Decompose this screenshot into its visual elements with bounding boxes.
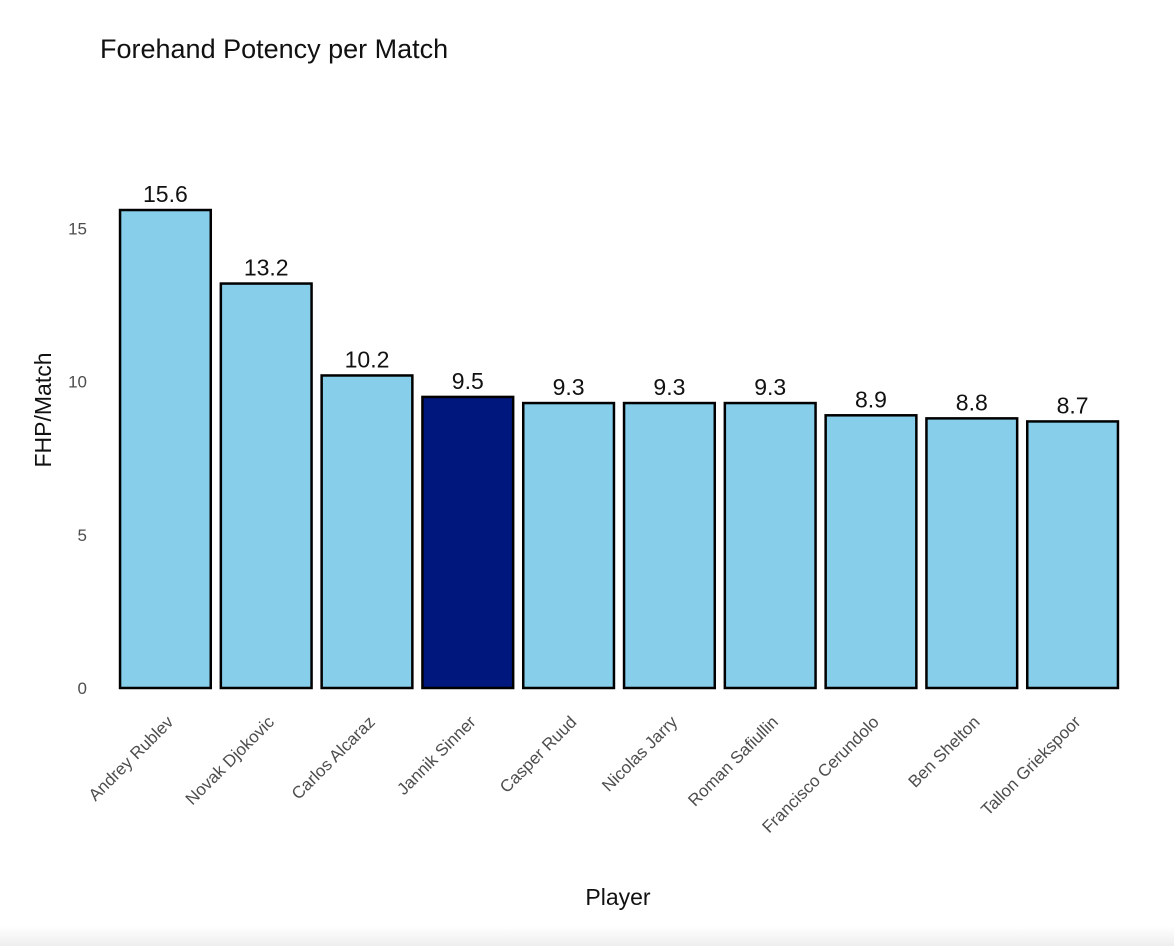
chart-title: Forehand Potency per Match <box>100 34 448 64</box>
data-label: 9.3 <box>754 374 786 400</box>
bar <box>1025 420 1120 690</box>
data-label: 9.3 <box>653 374 685 400</box>
y-tick-label: 5 <box>78 526 87 545</box>
bar <box>925 417 1019 690</box>
x-tick-label: Novak Djokovic <box>182 712 279 809</box>
x-axis-title: Player <box>585 884 651 910</box>
bar <box>118 208 213 690</box>
bar <box>421 395 515 690</box>
y-tick-label: 15 <box>68 219 87 238</box>
data-label: 9.3 <box>553 374 585 400</box>
y-axis-title: FHP/Match <box>30 352 56 467</box>
data-label: 9.5 <box>452 368 484 394</box>
bottom-shade <box>0 926 1174 946</box>
x-tick-label: Jannik Sinner <box>393 712 480 799</box>
bar <box>824 414 918 690</box>
bar <box>521 401 616 690</box>
bar <box>219 282 313 690</box>
data-label: 8.9 <box>855 386 887 412</box>
x-tick-label: Nicolas Jarry <box>598 712 681 795</box>
bar <box>622 401 717 690</box>
y-tick-label: 0 <box>78 679 87 698</box>
data-label: 13.2 <box>244 255 289 281</box>
bars <box>118 208 1120 690</box>
x-tick-label: Francisco Cerundolo <box>758 712 882 836</box>
x-tick-label: Roman Safiullin <box>684 712 782 810</box>
bar <box>320 374 414 690</box>
x-tick-label: Ben Shelton <box>905 712 984 791</box>
data-label: 10.2 <box>345 346 390 372</box>
x-tick-label: Tallon Griekspoor <box>977 712 1084 819</box>
data-labels: 15.6 13.2 10.2 9.5 9.3 9.3 9.3 8.9 8.8 8.7 <box>143 181 1089 418</box>
data-label: 15.6 <box>143 181 188 207</box>
data-label: 8.7 <box>1057 392 1089 418</box>
y-tick-label: 10 <box>68 373 87 392</box>
x-tick-label: Carlos Alcaraz <box>288 712 379 803</box>
x-axis: Andrey Rublev Novak Djokovic Carlos Alcara… <box>85 712 1085 837</box>
y-axis: 0 5 10 15 <box>68 219 87 698</box>
data-label: 8.8 <box>956 389 988 415</box>
x-tick-label: Andrey Rublev <box>85 712 178 805</box>
x-tick-label: Casper Ruud <box>496 712 580 796</box>
bar <box>723 401 817 690</box>
